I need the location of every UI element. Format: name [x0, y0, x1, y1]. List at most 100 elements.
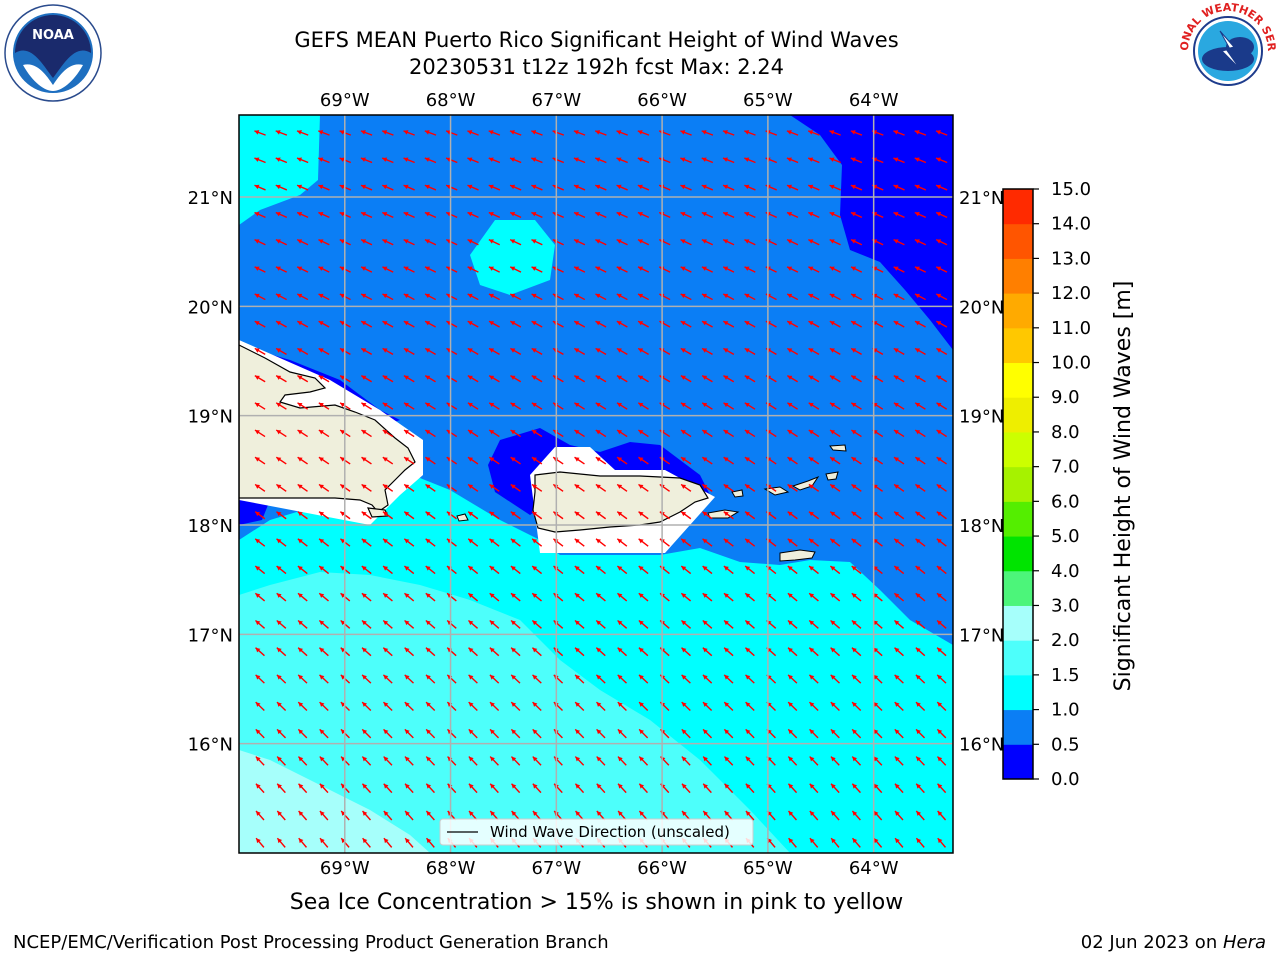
wave-direction-arrow [297, 756, 308, 766]
wave-direction-arrow [935, 320, 948, 328]
colorbar-frame [1002, 188, 1034, 780]
wave-direction-arrow [851, 810, 861, 821]
wave-direction-arrow [360, 320, 373, 328]
wave-direction-arrow [702, 565, 713, 575]
wave-direction-arrow [297, 728, 308, 739]
wave-direction-arrow [595, 375, 607, 383]
land-mona-island [456, 513, 469, 522]
map-frame [238, 114, 954, 854]
wave-direction-arrow [425, 837, 435, 848]
wave-direction-arrow [893, 565, 905, 575]
wave-direction-arrow [318, 266, 330, 273]
lat-label-right: 20°N [959, 297, 1004, 318]
wave-direction-arrow [424, 293, 437, 301]
wave-direction-arrow [532, 810, 542, 821]
wave-direction-arrow [616, 293, 628, 301]
wave-direction-arrow [532, 701, 542, 711]
wave-direction-arrow [787, 783, 798, 794]
colorbar-segment-11 [1003, 293, 1033, 329]
wave-direction-arrow [808, 456, 820, 465]
wave-direction-arrow [680, 456, 692, 465]
wave-direction-arrow [680, 266, 692, 273]
wave-direction-arrow [510, 483, 521, 492]
wave-direction-arrow [574, 483, 585, 492]
wave-direction-arrow [893, 429, 905, 438]
wave-direction-arrow [382, 483, 394, 492]
wave-direction-arrow [638, 592, 649, 602]
wave-direction-arrow [254, 402, 266, 410]
wave-direction-arrow [808, 592, 819, 602]
wave-direction-arrow [851, 592, 862, 602]
lon-label-bottom: 66°W [637, 858, 687, 879]
wave-direction-arrow [702, 511, 713, 520]
wave-direction-arrow [894, 810, 904, 821]
wave-direction-arrow [915, 837, 925, 848]
wave-direction-arrow [254, 592, 266, 602]
wave-direction-arrow [298, 783, 308, 794]
wave-direction-arrow [468, 756, 478, 766]
wave-direction-arrow [468, 647, 478, 657]
wave-direction-arrow [296, 157, 309, 164]
wave-direction-arrow [851, 837, 861, 848]
wave-direction-arrow [914, 402, 926, 410]
wave-direction-arrow [574, 810, 585, 821]
wave-direction-arrow [935, 157, 948, 164]
wave-direction-arrow [489, 511, 500, 520]
wave-direction-arrow [808, 293, 820, 301]
wave-direction-arrow [809, 756, 819, 766]
wave-direction-arrow [574, 619, 585, 629]
wave-direction-arrow [936, 483, 947, 492]
wave-direction-arrow [681, 810, 691, 821]
land-virgin-islands-3 [825, 471, 839, 481]
wave-direction-arrow [680, 239, 692, 246]
wave-direction-arrow [723, 402, 735, 410]
wave-direction-arrow [361, 402, 372, 410]
wave-direction-arrow [531, 293, 543, 301]
wave-direction-arrow [404, 701, 414, 711]
wave-direction-arrow [275, 266, 287, 273]
wave-direction-arrow [914, 157, 927, 164]
wave-direction-arrow [936, 402, 948, 410]
wave-direction-arrow [404, 728, 414, 739]
wave-direction-arrow [723, 347, 735, 355]
wave-direction-arrow [893, 130, 905, 136]
wave-direction-arrow [297, 375, 309, 383]
wave-direction-arrow [617, 810, 627, 821]
wave-direction-arrow [681, 783, 691, 794]
wave-direction-arrow [596, 728, 606, 739]
wave-direction-arrow [829, 511, 841, 520]
wave-direction-arrow [275, 184, 288, 191]
wave-direction-arrow [595, 347, 607, 355]
wave-direction-arrow [894, 647, 904, 657]
wave-direction-arrow [744, 157, 756, 164]
colorbar-tick-label: 2.0 [1051, 630, 1080, 651]
wave-direction-arrow [383, 783, 393, 794]
wave-direction-arrow [808, 239, 820, 246]
wave-direction-arrow [573, 347, 586, 355]
wave-direction-arrow [404, 592, 415, 602]
wave-direction-arrow [744, 592, 755, 602]
wave-direction-arrow [787, 619, 798, 629]
wave-direction-arrow [254, 320, 266, 328]
wave-band-1.5-2.0 [239, 572, 790, 853]
wave-direction-arrow [850, 130, 863, 136]
wave-direction-arrow [318, 538, 330, 547]
wave-direction-arrow [638, 674, 649, 684]
wave-direction-arrow [255, 701, 265, 711]
wave-direction-arrow [894, 756, 904, 766]
wave-direction-arrow [872, 701, 883, 711]
colorbar-tick-label: 12.0 [1051, 283, 1091, 304]
wave-direction-arrow [531, 511, 543, 520]
colorbar-tick-label: 0.5 [1051, 734, 1080, 755]
wave-direction-arrow [701, 402, 713, 410]
wave-direction-arrow [638, 565, 649, 575]
wave-direction-arrow [808, 483, 820, 492]
wave-direction-arrow [297, 429, 309, 438]
colorbar-tick-label: 6.0 [1051, 491, 1080, 512]
wave-direction-arrow [531, 429, 543, 438]
wave-direction-arrow [872, 647, 883, 657]
wave-direction-arrow [616, 266, 628, 273]
wave-direction-arrow [531, 157, 543, 164]
wave-direction-arrow [744, 293, 756, 301]
wave-direction-arrow [574, 783, 585, 794]
